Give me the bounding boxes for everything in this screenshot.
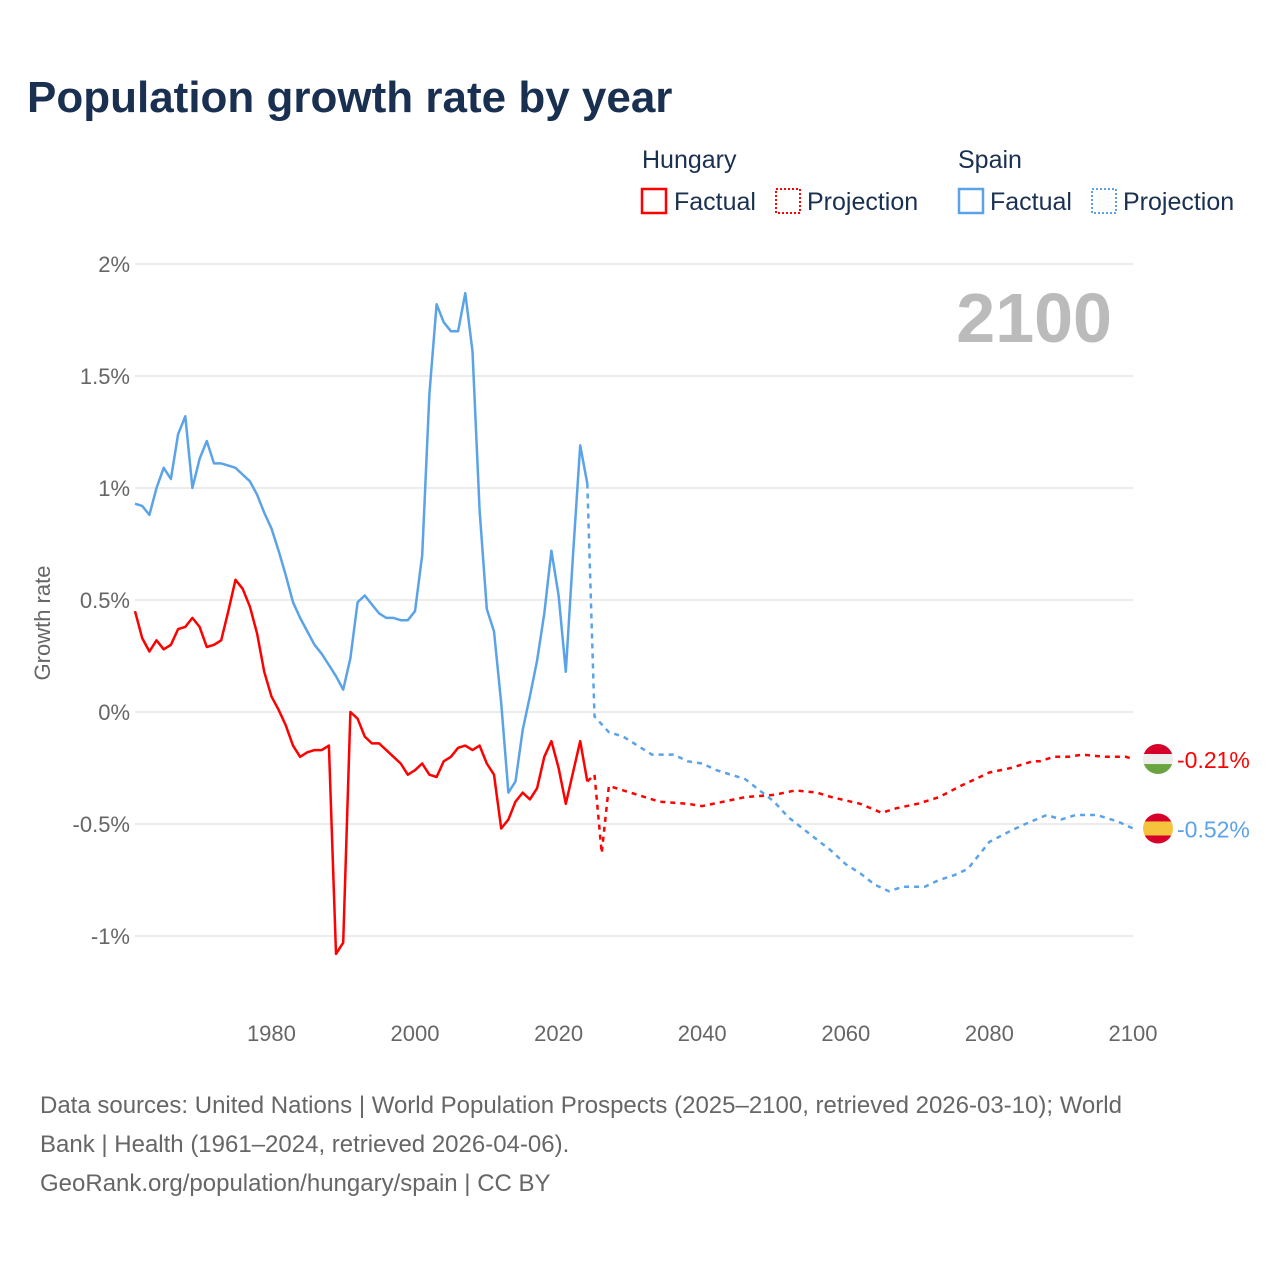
source-line-2: Bank | Health (1961–2024, retrieved 2026… bbox=[40, 1131, 569, 1158]
legend-label-spain-projection[interactable]: Projection bbox=[1123, 188, 1234, 216]
current-year-label: 2100 bbox=[956, 279, 1112, 357]
series-end-labels: -0.21% -0.52% bbox=[1143, 744, 1250, 844]
legend-swatch-spain-factual bbox=[957, 187, 985, 215]
x-tick-label: 2100 bbox=[1109, 1021, 1158, 1046]
spain-flag-icon bbox=[1143, 813, 1173, 844]
credit-link[interactable]: GeoRank.org/population/hungary/spain | C… bbox=[40, 1170, 551, 1197]
x-tick-label: 2040 bbox=[678, 1021, 727, 1046]
y-axis: 2% 1.5% 1% 0.5% 0% -0.5% -1% bbox=[73, 252, 130, 949]
legend-group-spain: Spain bbox=[958, 146, 1022, 174]
spain-projection-line bbox=[586, 483, 1134, 893]
x-tick-label: 2060 bbox=[821, 1021, 870, 1046]
legend-group-hungary: Hungary bbox=[642, 146, 737, 174]
spain-factual-line bbox=[134, 291, 589, 794]
legend-label-hungary-factual[interactable]: Factual bbox=[674, 188, 756, 216]
flag-stripe bbox=[1143, 764, 1173, 775]
flag-stripe bbox=[1143, 813, 1173, 822]
gridlines bbox=[135, 263, 1133, 937]
hungary-end-value-label: -0.21% bbox=[1177, 747, 1250, 773]
y-tick-label: -0.5% bbox=[73, 812, 130, 837]
x-axis: 1980 2000 2020 2040 2060 2080 2100 bbox=[247, 1021, 1158, 1046]
flag-stripe bbox=[1143, 744, 1173, 755]
spain-end-value-label: -0.52% bbox=[1177, 816, 1250, 842]
x-tick-label: 2020 bbox=[534, 1021, 583, 1046]
y-tick-label: -1% bbox=[91, 924, 130, 949]
hungary-flag-icon bbox=[1143, 744, 1173, 775]
x-tick-label: 1980 bbox=[247, 1021, 296, 1046]
legend-swatch-hungary-factual bbox=[640, 187, 668, 215]
y-tick-label: 1% bbox=[98, 476, 130, 501]
legend-label-spain-factual[interactable]: Factual bbox=[990, 188, 1072, 216]
flag-stripe bbox=[1143, 754, 1173, 765]
y-tick-label: 2% bbox=[98, 252, 130, 277]
y-axis-label: Growth rate bbox=[30, 566, 55, 681]
flag-stripe bbox=[1143, 821, 1173, 836]
hungary-projection-line bbox=[586, 753, 1134, 854]
legend: Hungary Factual Projection Spain Factual… bbox=[640, 146, 1234, 216]
legend-label-hungary-projection[interactable]: Projection bbox=[807, 188, 918, 216]
x-tick-label: 2080 bbox=[965, 1021, 1014, 1046]
x-tick-label: 2000 bbox=[391, 1021, 440, 1046]
chart-title: Population growth rate by year bbox=[27, 73, 672, 122]
legend-swatch-spain-projection bbox=[1091, 188, 1117, 214]
series-lines bbox=[133, 291, 1134, 956]
hungary-factual-line bbox=[133, 578, 589, 956]
y-tick-label: 0% bbox=[98, 700, 130, 725]
y-tick-label: 1.5% bbox=[80, 364, 130, 389]
y-tick-label: 0.5% bbox=[80, 588, 130, 613]
flag-stripe bbox=[1143, 835, 1173, 844]
legend-swatch-hungary-projection bbox=[775, 188, 801, 214]
source-line-1: Data sources: United Nations | World Pop… bbox=[40, 1092, 1122, 1119]
